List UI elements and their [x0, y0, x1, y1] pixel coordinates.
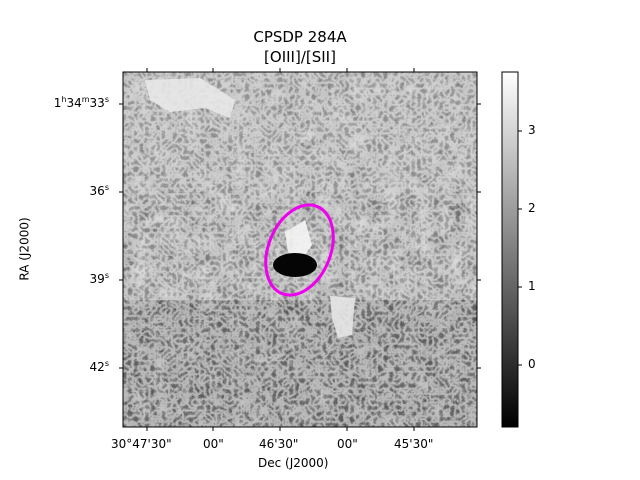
x-tick-label: 45'30": [394, 437, 434, 451]
colorbar: [501, 71, 519, 428]
colorbar-tick-label: 2: [528, 201, 536, 215]
y-tick-label: 1h34m33s: [53, 95, 109, 110]
x-ticks-marks: [146, 68, 415, 431]
x-tick-label: 00": [337, 437, 358, 451]
y-axis-label: RA (J2000): [17, 217, 32, 281]
x-tick-label: 46'30": [259, 437, 299, 451]
colorbar-tick-label: 0: [528, 357, 536, 371]
colorbar-tick-label: 3: [528, 123, 536, 137]
colorbar-tick-label: 1: [528, 279, 536, 293]
region-ellipse: [264, 203, 335, 297]
figure-title: CPSDP 284A: [253, 28, 347, 46]
x-tick-label: 30°47'30": [111, 437, 172, 451]
y-tick-label: 36s: [89, 183, 109, 198]
y-ticks-marks: [119, 103, 481, 369]
emission-map: [123, 72, 477, 427]
x-axis-label: Dec (J2000): [258, 456, 329, 470]
figure-subtitle: [OIII]/[SII]: [264, 48, 336, 66]
x-tick-label: 00": [203, 437, 224, 451]
y-tick-label: 42s: [89, 359, 109, 374]
y-tick-label: 39s: [89, 271, 109, 286]
colorbar-tick-marks: [518, 130, 522, 366]
image-frame: [122, 71, 478, 428]
